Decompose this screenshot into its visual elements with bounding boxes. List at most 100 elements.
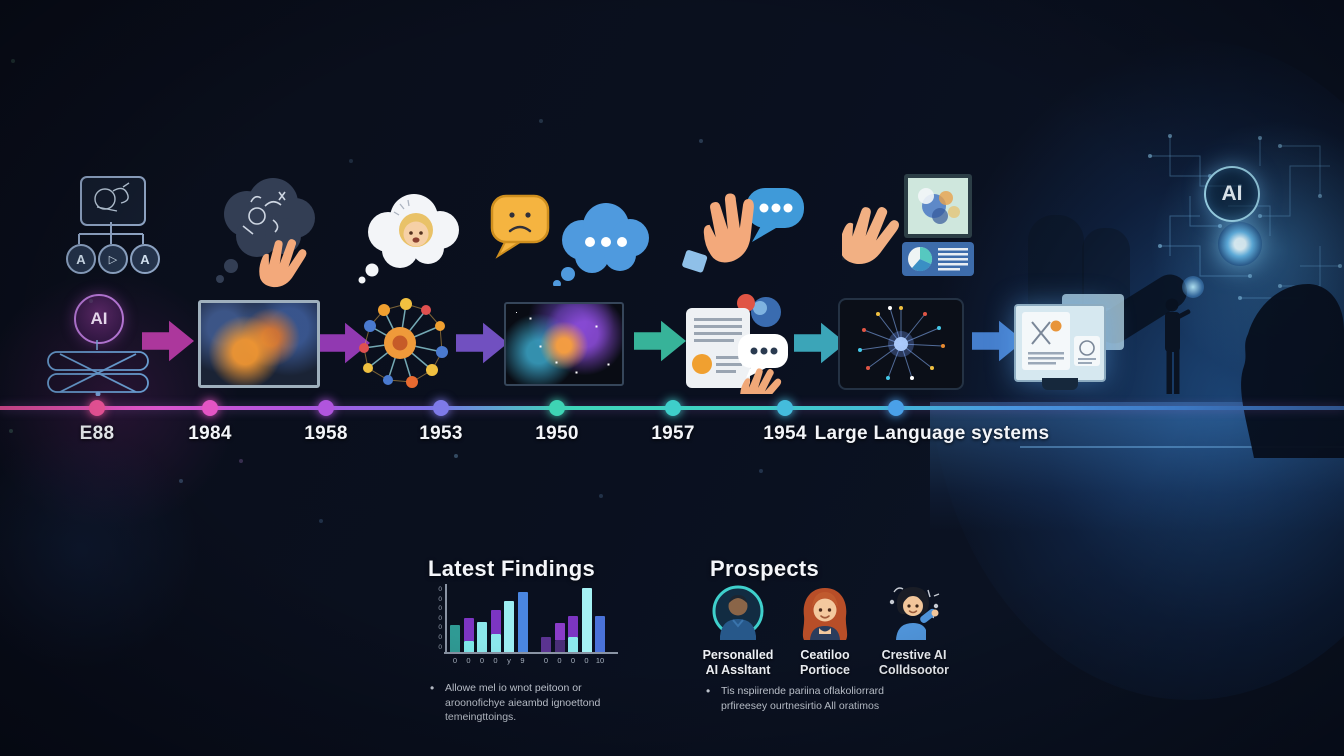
bar-segment (595, 616, 605, 652)
findings-bullet: • Allowe mel io wnot peitoon or aroonofi… (430, 681, 645, 725)
avatar-label-line: Crestive AI (881, 648, 947, 662)
bullet-dot: • (706, 684, 711, 698)
findings-title: Latest Findings (428, 556, 596, 581)
timeline-event-label: 1953 (419, 423, 463, 444)
fireworks-network-icon (838, 298, 964, 390)
ai-node-icon: AI (74, 294, 124, 344)
head-profile-silhouette (1241, 284, 1344, 458)
timeline-dot (777, 400, 793, 416)
chart-x-tick-label: 0 (466, 656, 471, 665)
nebula-stars (516, 312, 517, 313)
avatar-label-line: Colldsootor (878, 663, 950, 677)
starburst (858, 306, 945, 380)
chart-y-tick-label: 0 (438, 595, 442, 603)
ai-node-connector (96, 340, 98, 350)
nebula-image-icon (504, 302, 624, 386)
bullet-line: Tis nspiirende pariina oflakoliorrard (721, 685, 885, 697)
bar-segment (568, 615, 578, 637)
loop-diagram-icon (47, 351, 149, 396)
face (403, 221, 429, 247)
monitor-stand (1042, 378, 1078, 390)
timeline-event-label: 1957 (651, 423, 695, 444)
hand-chat-icon (682, 188, 804, 273)
background-specks (0, 0, 2, 2)
bar-segment (463, 618, 474, 642)
timeline-dot (549, 400, 565, 416)
chart-y-tick-label: 0 (438, 605, 442, 613)
chart-x-tick-label: 0 (570, 656, 576, 665)
avatar-label-line: Ceatiloo (800, 648, 850, 662)
chart-x-tick-label: 0 (479, 656, 485, 665)
chart-y-tick-label: 0 (438, 614, 442, 622)
bar-segment (581, 588, 592, 652)
abstract-painting-icon (198, 300, 320, 388)
bar-segment (490, 634, 501, 652)
avatar-ai-assistant (712, 585, 764, 640)
cloud-dots-bubble-icon (553, 203, 649, 286)
chart-y-tick-label: 0 (438, 643, 442, 651)
bullet-dot: • (430, 681, 435, 695)
chart-x-tick-label: 10 (595, 656, 605, 665)
avatar-creative-collaborator (889, 587, 940, 640)
chart-x-tick-label: y (507, 656, 511, 665)
bottom-left-glow (0, 430, 220, 670)
chart-x-tick-label: 0 (543, 656, 549, 665)
monitor-cards-icon (1014, 294, 1126, 396)
sleeve (682, 250, 708, 273)
chart-x-tick-label: 0 (493, 656, 498, 665)
ai-chip-label: AI (1221, 182, 1243, 205)
hand-cards-icon (842, 174, 974, 276)
timeline-event-label: E88 (79, 423, 115, 444)
flowchart-sketch (94, 182, 130, 212)
avatar-label-line: Portioce (799, 663, 850, 677)
node-label: A (140, 251, 150, 267)
avatar-label-line: AI Assltant (705, 663, 771, 677)
bar-segment (568, 636, 578, 652)
findings-bar-chart: 0 0 0 0 0 0 0 0 0 0 0 y 9 0 0 0 0 10 (428, 584, 633, 680)
timeline-event-label: 1950 (535, 423, 579, 444)
avatar-woman (802, 588, 848, 640)
bar-segment (541, 637, 551, 652)
avatar-label-assistant: Personalled AI Assltant (698, 648, 778, 678)
chart-x-tick-label: 9 (520, 656, 525, 665)
bar-segment (490, 610, 501, 635)
bar-segment (554, 623, 565, 641)
monitor-screen (1014, 304, 1106, 382)
chart-x-tick-label: 0 (584, 656, 589, 665)
flowchart-node: A (130, 244, 160, 274)
bar-segment (450, 625, 460, 652)
prospects-bullet: • Tis nspiirende pariina oflakoliorrard … (706, 684, 946, 713)
chart-y-tick-label: 0 (438, 586, 442, 593)
thought-cloud-face-icon (358, 194, 459, 284)
bar-segment (463, 641, 474, 652)
hand-icon (842, 198, 903, 273)
bar-segment (477, 621, 487, 652)
ai-node-label: AI (90, 309, 108, 328)
bar-segment (504, 601, 514, 652)
bullet-line: Allowe mel io wnot peitoon or (445, 682, 582, 694)
chart-y-tick-label: 0 (438, 634, 442, 641)
chart-y-tick-label: 0 (438, 624, 442, 632)
timeline-dot (89, 400, 105, 416)
flow-arrow (634, 320, 686, 362)
timeline-event-label: 1984 (188, 423, 232, 444)
ai-chip-icon: AI (1204, 166, 1260, 222)
flowchart-icon: A ▷ A (62, 176, 162, 274)
sad-speech-bubble-icon (490, 194, 550, 259)
timeline-dot (318, 400, 334, 416)
avatar-label-creative: Crestive AI Colldsootor (872, 648, 956, 678)
avatar-label-woman: Ceatiloo Portioce (790, 648, 860, 678)
node-label: A (76, 251, 86, 267)
flowchart-node: A (66, 244, 96, 274)
chart-plot-area: 0 0 0 0 0 0 0 0 0 0 0 y 9 0 0 0 0 10 (428, 586, 633, 680)
timeline-dot (665, 400, 681, 416)
chart-x-tick-label: 0 (557, 656, 562, 665)
timeline-dot (888, 400, 904, 416)
timeline-dot (202, 400, 218, 416)
bar-segment (554, 640, 565, 652)
screen-sketch (1022, 312, 1100, 370)
prospects-title: Prospects (710, 556, 820, 581)
thought-cloud-sketch-icon (216, 178, 315, 288)
flow-arrow (456, 322, 508, 364)
avatar-label-line: Personalled (702, 648, 774, 662)
